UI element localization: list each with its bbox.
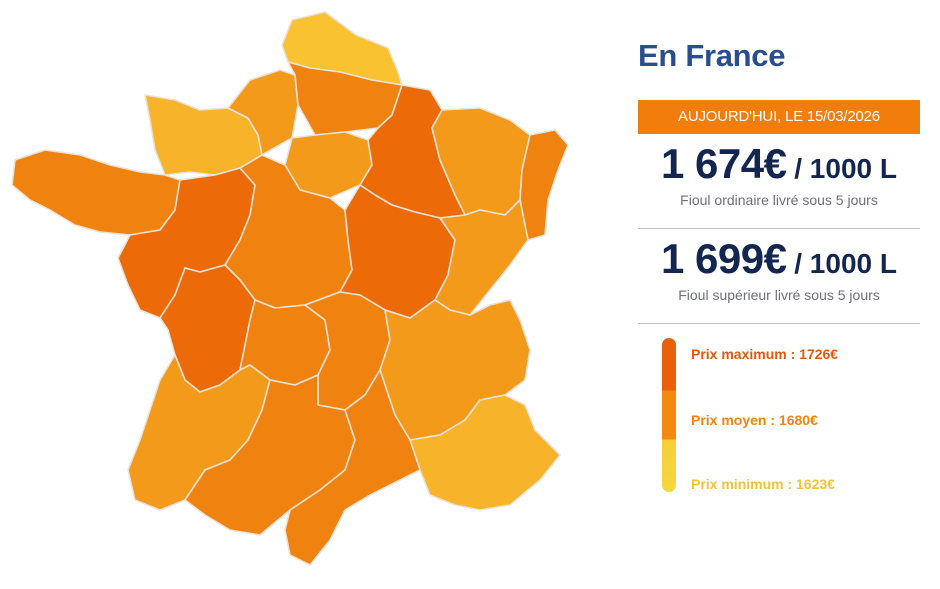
legend-min-label: Prix minimum : 1623€: [691, 476, 835, 492]
region-franche-comte[interactable]: [434, 199, 529, 316]
price-superior-description: Fioul supérieur livré sous 5 jours: [678, 287, 880, 303]
page-title: En France: [638, 38, 786, 73]
divider: [638, 323, 920, 324]
price-superior: 1 699€ / 1000 L Fioul supérieur livré so…: [638, 229, 920, 323]
price-superior-unit: / 1000 L: [786, 248, 897, 279]
region-languedoc[interactable]: [284, 369, 421, 566]
price-ordinary-amount: 1 674€: [661, 140, 787, 187]
price-ordinary: 1 674€ / 1000 L Fioul ordinaire livré so…: [638, 134, 920, 228]
region-bretagne[interactable]: [11, 149, 181, 236]
region-alsace[interactable]: [519, 129, 569, 241]
price-legend: Prix maximum : 1726€ Prix moyen : 1680€ …: [638, 338, 920, 498]
divider: [638, 228, 920, 229]
france-map-svg: [11, 11, 569, 566]
price-ordinary-unit: / 1000 L: [786, 153, 897, 184]
region-normandie-east[interactable]: [227, 69, 299, 156]
legend-color-bar: [662, 338, 676, 492]
france-price-map: [11, 11, 569, 566]
price-ordinary-line: 1 674€ / 1000 L: [638, 140, 920, 188]
legend-avg-label: Prix moyen : 1680€: [691, 412, 818, 428]
legend-max-label: Prix maximum : 1726€: [691, 346, 839, 362]
price-ordinary-description: Fioul ordinaire livré sous 5 jours: [680, 192, 878, 208]
date-banner: AUJOURD'HUI, LE 15/03/2026: [638, 100, 920, 134]
price-superior-line: 1 699€ / 1000 L: [638, 235, 920, 283]
price-panel: En France AUJOURD'HUI, LE 15/03/2026 1 6…: [638, 30, 920, 498]
price-superior-amount: 1 699€: [661, 235, 787, 282]
